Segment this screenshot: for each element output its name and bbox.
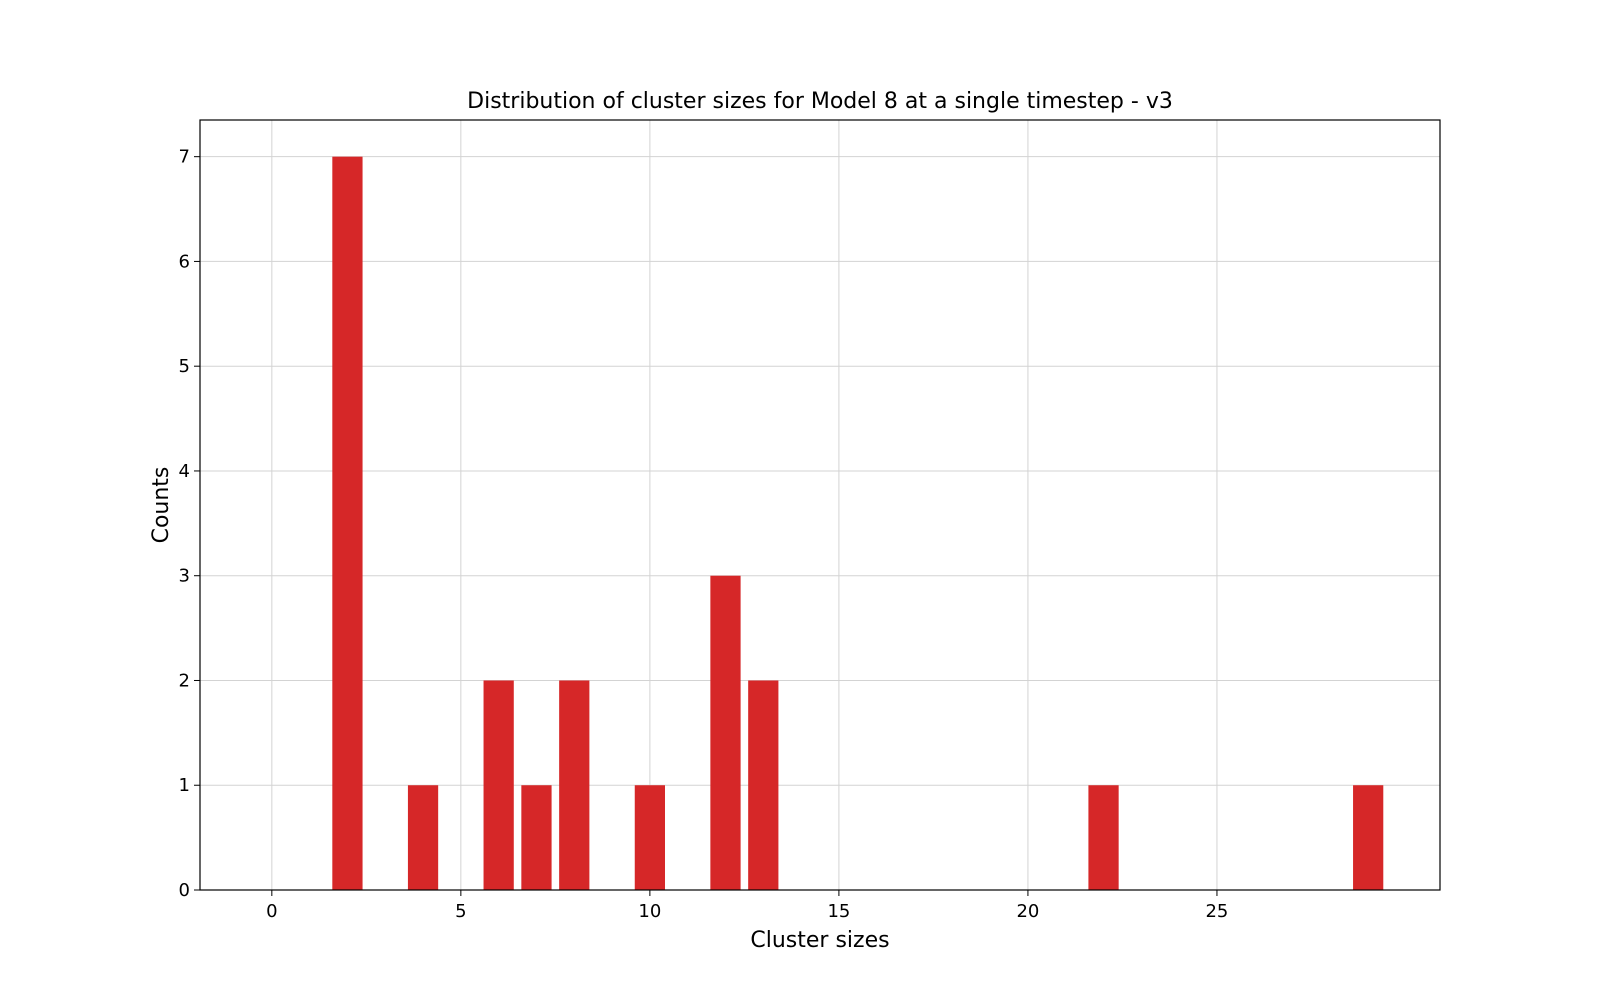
x-axis-title: Cluster sizes (750, 928, 889, 953)
y-tick-label: 2 (179, 670, 190, 691)
y-tick-label: 4 (179, 461, 190, 482)
plot-area-frame (199, 119, 1441, 891)
y-tick-label: 3 (179, 566, 190, 587)
y-tick-label: 5 (179, 356, 190, 377)
bar-size-2 (332, 156, 363, 890)
bar-size-13 (748, 680, 779, 890)
bar-size-12 (710, 575, 741, 890)
x-tick-label: 20 (1016, 901, 1039, 922)
x-tick-label: 0 (266, 901, 277, 922)
bar-size-6 (483, 680, 514, 890)
grid-lines (200, 120, 1440, 891)
bar-size-7 (521, 785, 552, 890)
bar-size-10 (634, 785, 665, 890)
axis-ticks: 0 5 10 15 20 25 0 1 2 3 4 5 6 7 (179, 147, 1229, 922)
x-tick-label: 15 (827, 901, 850, 922)
chart-title: Distribution of cluster sizes for Model … (467, 89, 1173, 114)
bar-size-22 (1088, 785, 1119, 890)
x-tick-label: 5 (455, 901, 466, 922)
x-tick-label: 25 (1205, 901, 1228, 922)
y-tick-label: 6 (179, 251, 190, 272)
bar-size-29 (1353, 785, 1384, 890)
x-tick-label: 10 (638, 901, 661, 922)
bar-size-4 (407, 785, 439, 890)
y-tick-label: 0 (179, 880, 190, 901)
y-tick-label: 7 (179, 147, 190, 168)
bar-size-8 (559, 680, 590, 890)
y-tick-label: 1 (179, 775, 190, 796)
y-axis-title: Counts (149, 467, 174, 544)
bars (332, 156, 1384, 890)
